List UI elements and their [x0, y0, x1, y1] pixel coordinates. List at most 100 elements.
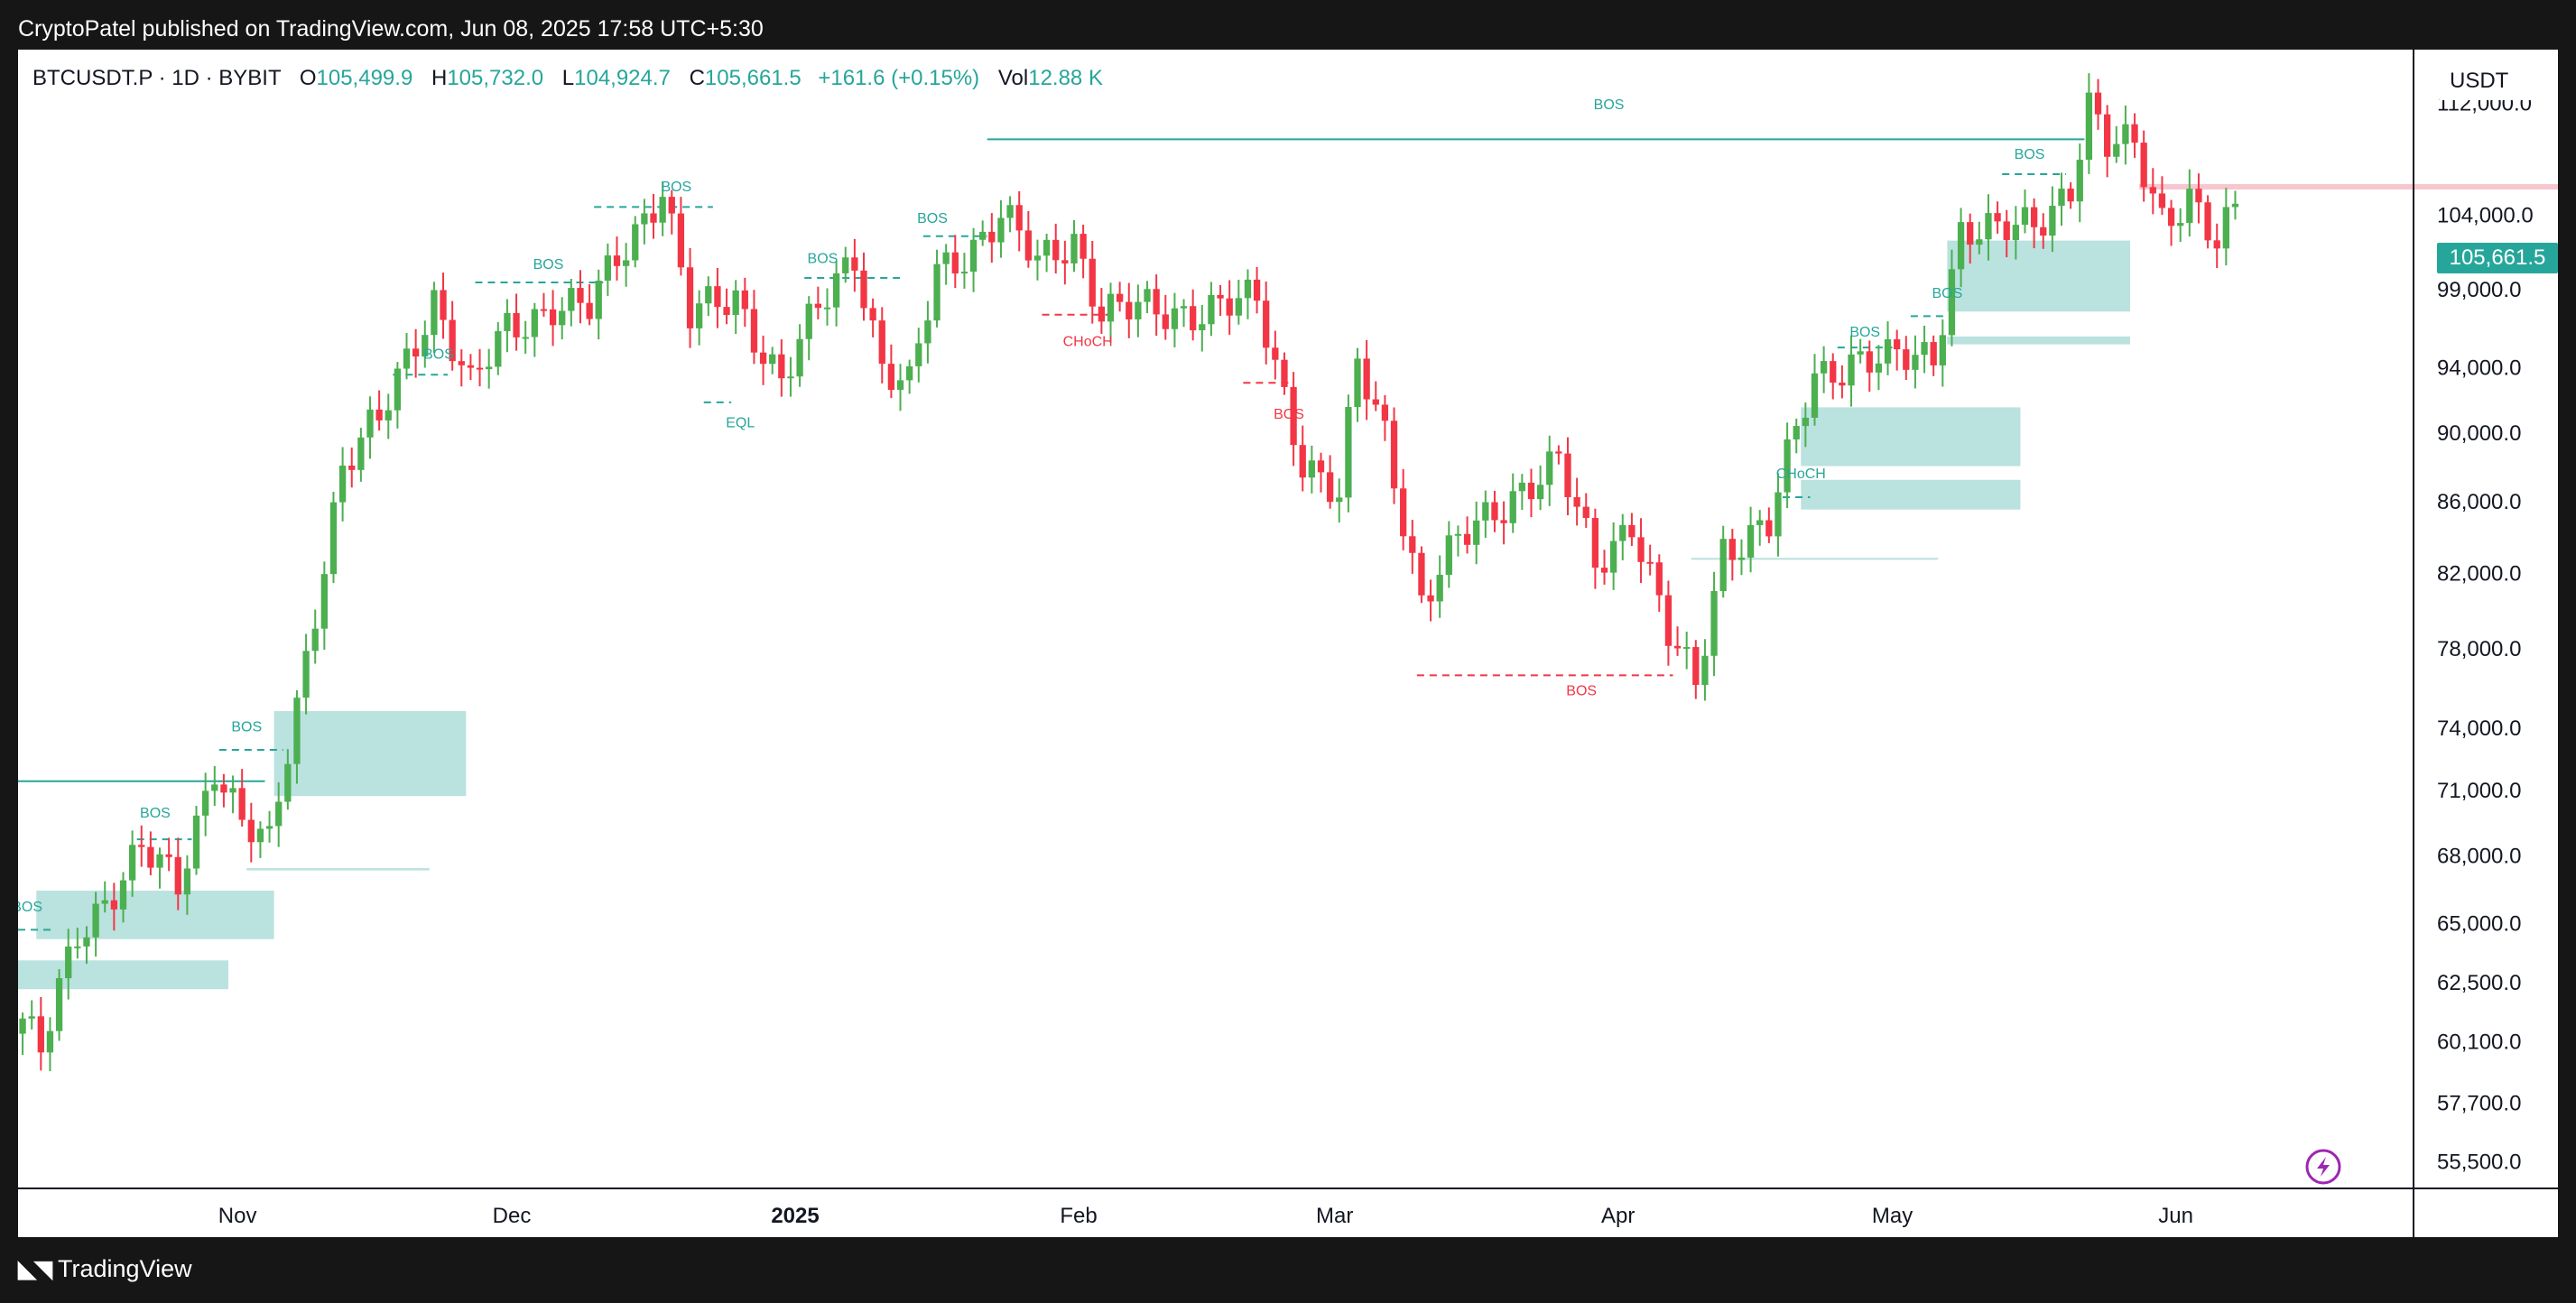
candle-body [1354, 358, 1361, 408]
price-tick-label: 60,100.0 [2437, 1030, 2521, 1055]
candle-body [513, 312, 520, 337]
candle-body [979, 231, 987, 240]
candle-body [2094, 92, 2102, 115]
candle-body [1015, 205, 1023, 231]
volume-value: 12.88 K [1028, 66, 1103, 90]
price-tick-label: 65,000.0 [2437, 912, 2521, 937]
candle-body [1600, 568, 1608, 573]
candle-body [924, 320, 931, 344]
candle-body [1994, 213, 2001, 222]
candle-body [1363, 358, 1370, 400]
bottom-bar: ◣◥ TradingView [0, 1237, 2576, 1303]
candle-body [495, 330, 502, 367]
candle-body [1454, 533, 1462, 536]
candle-body [696, 303, 703, 328]
candle-body [860, 270, 867, 309]
candle-body [632, 224, 639, 261]
candle-body [1217, 294, 1224, 299]
candle-body [1664, 595, 1673, 646]
candle-body [1737, 557, 1746, 560]
candle-body [348, 466, 356, 470]
candle-body [613, 255, 621, 266]
candle-body [2104, 114, 2111, 157]
candle-body [2030, 207, 2038, 227]
candle-body [1518, 482, 1525, 492]
candle-body [1098, 306, 1106, 322]
candle-body [2085, 92, 2093, 161]
candle-body [823, 307, 831, 310]
candle-body [1683, 647, 1691, 650]
candle-body [504, 312, 511, 331]
candle-body [997, 217, 1005, 243]
candle-body [814, 303, 822, 309]
candle-body [1848, 354, 1855, 386]
candle-body [2158, 193, 2166, 208]
candle-body [1390, 420, 1398, 489]
candle-body [2195, 189, 2202, 203]
candle-body [1546, 451, 1553, 485]
chart-canvas[interactable]: BOS BOS BOS BOS BOS BOS BOS BOS BOS BOS BOS BOS BOS B… [18, 50, 2558, 1237]
chart-panel[interactable]: BOS BOS BOS BOS BOS BOS BOS BOS BOS BOS BOS BOS BOS B… [18, 50, 2558, 1237]
candle-body [320, 574, 328, 629]
price-tick-label: 82,000.0 [2437, 562, 2521, 587]
candle-body [1244, 279, 1252, 299]
candle-body [759, 352, 767, 365]
candle-body [677, 213, 685, 268]
candle-body [668, 197, 675, 214]
price-tick-label: 78,000.0 [2437, 637, 2521, 661]
order-block-zone [1947, 240, 2130, 312]
price-tick-label: 94,000.0 [2437, 356, 2521, 380]
candle-body [1875, 363, 1883, 373]
candle-body [1820, 361, 1828, 374]
candle-body [1153, 289, 1160, 315]
candle-body [1208, 294, 1215, 325]
candle-body [796, 338, 803, 377]
lightning-icon[interactable] [2305, 1149, 2341, 1185]
price-tick-label: 57,700.0 [2437, 1092, 2521, 1116]
candle-body [2186, 189, 2193, 224]
candle-body [1427, 595, 1434, 602]
candle-body [1463, 533, 1471, 545]
candle-body [787, 376, 794, 379]
time-tick-label: May [1872, 1204, 1913, 1228]
tradingview-mark-icon: ◣◥ [18, 1255, 52, 1282]
price-tick-label: 99,000.0 [2437, 278, 2521, 302]
candle-body [1555, 451, 1562, 454]
candle-body [1903, 349, 1910, 370]
candle-body [1802, 417, 1810, 427]
candle-body [1957, 222, 1965, 270]
candle-body [1976, 239, 1983, 245]
price-tick-label: 55,500.0 [2437, 1151, 2521, 1175]
candle-body [951, 252, 959, 274]
candle-body [1857, 351, 1864, 355]
candle-body [1774, 492, 1782, 537]
candle-body [1080, 234, 1087, 259]
candle-body [1308, 460, 1316, 478]
candle-body [851, 257, 858, 271]
currency-selector[interactable]: USDT [2437, 62, 2553, 100]
time-tick-label: 2025 [771, 1204, 819, 1228]
candle-body [1299, 445, 1306, 478]
candle-body [577, 288, 584, 303]
candle-body [1710, 591, 1718, 656]
candle-body [1701, 655, 1709, 686]
published-info: CryptoPatel published on TradingView.com… [18, 16, 764, 42]
candle-body [1839, 382, 1846, 386]
tradingview-logo[interactable]: ◣◥ TradingView [18, 1255, 192, 1283]
high-value: 105,732.0 [447, 66, 544, 90]
candle-body [1126, 301, 1133, 319]
candle-body [247, 819, 255, 843]
candle-body [531, 309, 538, 337]
candle-body [2149, 187, 2156, 194]
candle-body [284, 763, 292, 802]
high-label: H [431, 66, 448, 90]
candle-body [2177, 223, 2184, 226]
time-tick-label: Nov [218, 1204, 257, 1228]
candle-body [988, 231, 996, 243]
symbol-label[interactable]: BTCUSDT.P · 1D · BYBIT [32, 66, 282, 90]
time-tick-label: Feb [1060, 1204, 1097, 1228]
bos-label: BOS [533, 257, 564, 273]
open-value: 105,499.9 [316, 66, 413, 90]
candle-body [302, 651, 310, 698]
candle-body [933, 263, 941, 321]
